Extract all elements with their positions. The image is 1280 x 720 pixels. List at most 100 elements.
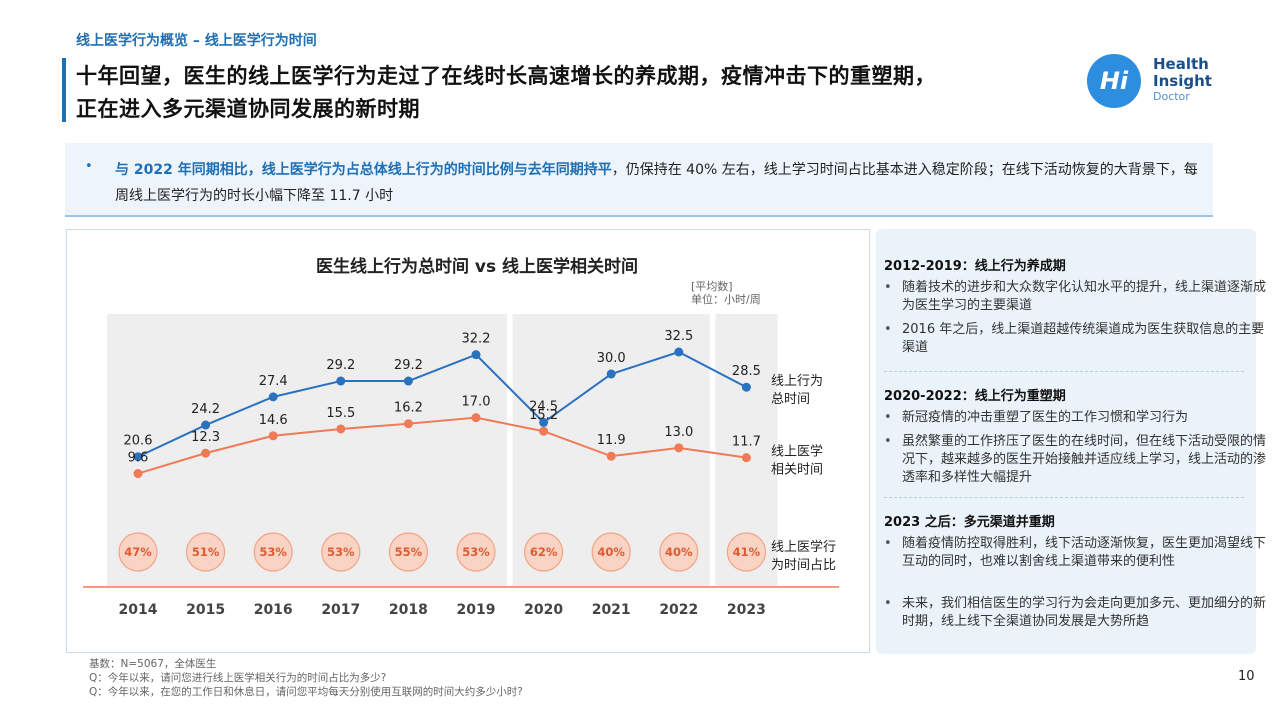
bullet-icon: • (884, 596, 892, 611)
ratio-label: 47% (124, 545, 152, 559)
data-label: 32.5 (664, 329, 693, 344)
data-label: 30.0 (597, 351, 626, 366)
data-point (133, 452, 143, 462)
ratio-label: 41% (733, 545, 761, 559)
ratio-label: 51% (192, 545, 220, 559)
ratio-label-line2: 为时间占比 (771, 558, 836, 573)
period-item-text: 未来，我们相信医生的学习行为会走向更加多元、更加细分的新时期，线上线下全渠道协同… (902, 596, 1267, 629)
data-label: 15.2 (529, 408, 558, 423)
health-insight-logo: Hi Health Insight Doctor (1085, 52, 1225, 112)
data-point (133, 469, 143, 479)
period-item-text: 2016 年之后，线上渠道超越传统渠道成为医生获取信息的主要渠道 (902, 322, 1265, 355)
bullet-icon: • (884, 536, 892, 551)
data-label: 29.2 (394, 358, 423, 373)
data-label: 24.5 (529, 399, 558, 414)
ratio-label: 62% (530, 545, 558, 559)
footnote-q1: Q：今年以来，请问您进行线上医学相关行为的时间占比为多少? (89, 672, 387, 684)
chart-unit: 单位：小时/周 (691, 292, 761, 306)
data-point (741, 382, 751, 392)
period-heading: 2020-2022：线上行为重塑期 (884, 389, 1066, 404)
period-item: • 虽然繁重的工作挤压了医生的在线时间，但在线下活动受限的情况下，越来越多的医生开… (884, 433, 1266, 487)
period-separator (884, 497, 1244, 498)
data-label: 29.2 (326, 358, 355, 373)
data-label: 27.4 (259, 374, 288, 389)
data-point (471, 350, 481, 360)
ratio-label: 53% (462, 545, 490, 559)
footnote-base: 基数：N=5067，全体医生 (89, 658, 217, 670)
x-tick-label: 2023 (727, 602, 766, 618)
period-item-text: 随着疫情防控取得胜利，线下活动逐渐恢复，医生更加渴望线下互动的同时，也难以割舍线… (902, 536, 1267, 569)
period-item-text: 新冠疫情的冲击重塑了医生的工作习惯和学习行为 (902, 410, 1189, 425)
data-point (201, 448, 211, 458)
summary-box: • 与 2022 年同期相比，线上医学行为占总体线上行为的时间比例与去年同期持平… (65, 143, 1213, 217)
period-item: • 2016 年之后，线上渠道超越传统渠道成为医生获取信息的主要渠道 (884, 321, 1266, 357)
period-heading: 2023 之后：多元渠道并重期 (884, 515, 1055, 530)
data-point (539, 426, 549, 436)
ratio-badge (524, 532, 564, 572)
ratio-badge (726, 532, 767, 572)
footnote-q2: Q：今年以来，在您的工作日和休息日，请问您平均每天分别使用互联网的时间大约多少小… (89, 686, 523, 698)
period-item: • 随着疫情防控取得胜利，线下活动逐渐恢复，医生更加渴望线下互动的同时，也难以割舍… (884, 535, 1266, 571)
chart-title: 医生线上行为总时间 vs 线上医学相关时间 (316, 256, 638, 277)
series-line (137, 350, 747, 458)
x-tick-label: 2016 (254, 602, 293, 618)
period-item-text: 虽然繁重的工作挤压了医生的在线时间，但在线下活动受限的情况下，越来越多的医生开始… (902, 434, 1267, 485)
ratio-badge (253, 532, 293, 572)
summary-rest: ，仍保持在 40% 左右，线上学习时间占比基本进入稳定阶段；在线下活动恢复的大背… (115, 162, 1198, 204)
data-label: 14.6 (259, 413, 288, 428)
data-label: 15.5 (326, 406, 355, 421)
logo-name-line2: Insight (1153, 72, 1212, 90)
chart-panel: 医生线上行为总时间 vs 线上医学相关时间 [平均数] 单位：小时/周 20.6 24.… (66, 229, 870, 653)
x-tick-label: 2020 (524, 602, 563, 618)
page-number: 10 (1238, 669, 1255, 684)
summary-bullet: • (85, 159, 93, 174)
bullet-icon: • (884, 434, 892, 449)
data-label: 24.2 (191, 402, 220, 417)
data-point (674, 443, 684, 453)
series-line (137, 416, 747, 475)
ratio-label-line1: 线上医学行 (771, 539, 836, 555)
data-point (674, 347, 684, 357)
series-label-line2: 总时间 (771, 392, 810, 407)
bullet-icon: • (884, 280, 892, 295)
period-heading: 2012-2019：线上行为养成期 (884, 259, 1066, 274)
data-point (268, 392, 278, 402)
period-shading (107, 314, 507, 586)
ratio-label: 55% (395, 545, 423, 559)
logo-name-line1: Health (1153, 55, 1209, 73)
ratio-label: 40% (665, 545, 693, 559)
chart-note: [平均数] (691, 280, 733, 293)
logo-hi-mark: Hi (1087, 54, 1141, 108)
logo-name: Health Insight (1153, 56, 1212, 90)
x-tick-label: 2014 (119, 602, 158, 618)
line-chart: 医生线上行为总时间 vs 线上医学相关时间 [平均数]单位：小时/周 20.6 24.… (83, 256, 839, 618)
summary-highlight: 与 2022 年同期相比，线上医学行为占总体线上行为的时间比例与去年同期持平 (115, 162, 612, 178)
ratio-badge (388, 532, 428, 572)
data-label: 11.7 (732, 435, 761, 450)
x-tick-label: 2017 (321, 602, 360, 618)
bullet-icon: • (884, 410, 892, 425)
data-point (606, 369, 616, 379)
ratio-label: 53% (259, 545, 287, 559)
data-point (268, 431, 278, 441)
page-title-line2: 正在进入多元渠道协同发展的新时期 (76, 97, 420, 121)
data-label: 28.5 (732, 364, 761, 379)
data-label: 11.9 (597, 433, 626, 448)
data-point (471, 413, 481, 423)
page-title-line1: 十年回望，医生的线上医学行为走过了在线时长高速增长的养成期，疫情冲击下的重塑期， (76, 64, 936, 88)
data-label: 12.3 (191, 430, 220, 445)
period-separator (884, 371, 1244, 372)
data-label: 9.6 (128, 451, 149, 466)
period-item: • 随着技术的进步和大众数字化认知水平的提升，线上渠道逐渐成为医生学习的主要渠道 (884, 279, 1266, 315)
data-point (336, 424, 346, 434)
period-item: • 新冠疫情的冲击重塑了医生的工作习惯和学习行为 (884, 409, 1266, 427)
ratio-badge (186, 532, 226, 572)
period-item: • 未来，我们相信医生的学习行为会走向更加多元、更加细分的新时期，线上线下全渠道协… (884, 595, 1266, 631)
series-label-line1: 线上医学 (771, 444, 823, 460)
data-point (741, 453, 751, 463)
data-point (539, 417, 549, 427)
data-point (336, 376, 346, 386)
footnotes: 基数：N=5067，全体医生 Q：今年以来，请问您进行线上医学相关行为的时间占比… (89, 657, 523, 699)
ratio-label: 53% (327, 545, 355, 559)
summary-text: 与 2022 年同期相比，线上医学行为占总体线上行为的时间比例与去年同期持平，仍… (115, 157, 1205, 209)
